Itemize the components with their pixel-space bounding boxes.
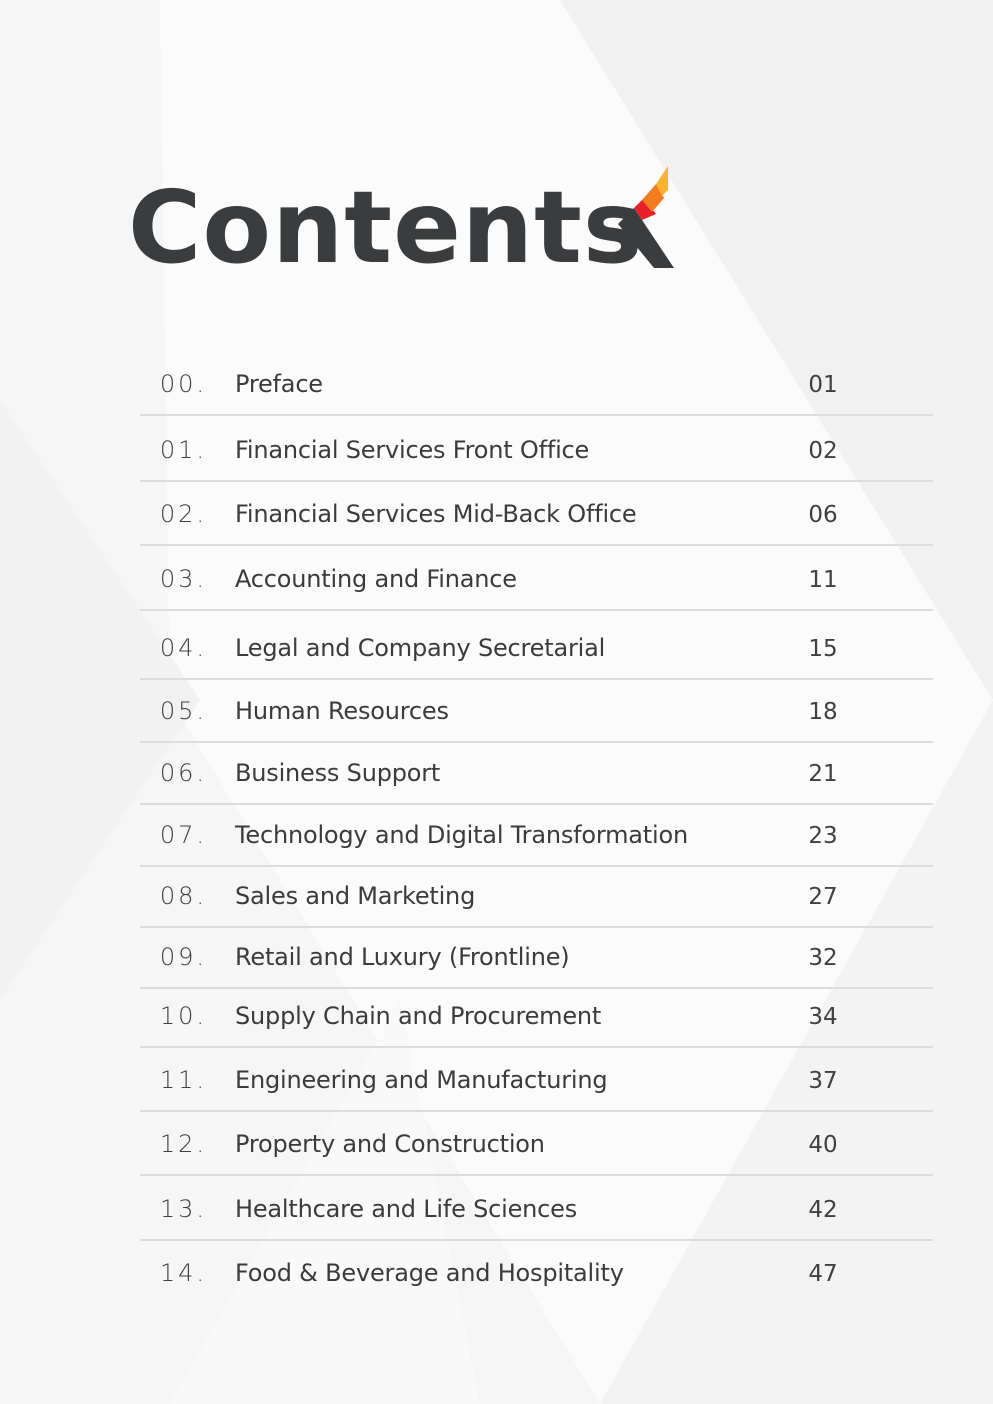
toc-entry-label[interactable]: Food & Beverage and Hospitality: [235, 1259, 624, 1287]
toc-entry-page-number-text: 32: [808, 945, 838, 971]
toc-entry-number: 01.: [159, 436, 207, 464]
toc-entry-number: 06.: [159, 759, 207, 787]
toc-entry-page-number-text: 11: [808, 567, 838, 593]
toc-entry[interactable]: 00. Preface 01: [140, 350, 933, 416]
toc-entry-label[interactable]: Legal and Company Secretarial: [235, 634, 606, 662]
chevron-flame-logo-icon: [618, 166, 674, 268]
toc-entry-number: 04.: [159, 634, 207, 662]
toc-entry-number: 00.: [159, 370, 207, 398]
toc-entry-number: 11.: [159, 1066, 207, 1094]
toc-entry-label[interactable]: Healthcare and Life Sciences: [235, 1195, 578, 1223]
page-title: Contents: [128, 169, 644, 286]
toc-entry-number: 14.: [159, 1259, 207, 1287]
toc-entry-page-number-text: 18: [808, 699, 838, 725]
toc-entry-page-number-text: 42: [808, 1197, 838, 1223]
toc-entry[interactable]: 11. Engineering and Manufacturing 37: [140, 1048, 933, 1112]
toc-entry-label[interactable]: Business Support: [235, 759, 441, 787]
toc-entry[interactable]: 14. Food & Beverage and Hospitality 47: [140, 1241, 933, 1303]
toc-entry-page-number-text: 02: [808, 438, 838, 464]
toc-entry-number: 03.: [159, 565, 207, 593]
toc-entry-page-number-text: 06: [808, 502, 838, 528]
toc-entry-label[interactable]: Property and Construction: [235, 1130, 545, 1158]
toc-entry-page-number-text: 34: [808, 1004, 838, 1030]
toc-entry-label[interactable]: Preface: [235, 370, 323, 398]
toc-entry-label[interactable]: Technology and Digital Transformation: [235, 821, 688, 849]
toc-entry-page-number-text: 27: [808, 884, 838, 910]
toc-entry-number: 05.: [159, 697, 207, 725]
toc-entry-page-number-text: 23: [808, 823, 838, 849]
toc-entry-label[interactable]: Financial Services Mid-Back Office: [235, 500, 637, 528]
table-of-contents: 00. Preface 01 01. Financial Services Front …: [140, 350, 933, 1303]
toc-entry[interactable]: 07. Technology and Digital Transformation…: [140, 805, 933, 867]
toc-entry-label[interactable]: Sales and Marketing: [235, 882, 476, 910]
toc-entry-number: 13.: [159, 1195, 207, 1223]
toc-entry-number: 09.: [159, 943, 207, 971]
toc-entry-label[interactable]: Human Resources: [235, 697, 449, 725]
toc-entry-page-number-text: 15: [808, 636, 838, 662]
toc-entry-number: 12.: [159, 1130, 207, 1158]
toc-entry[interactable]: 12. Property and Construction 40: [140, 1112, 933, 1176]
toc-entry[interactable]: 09. Retail and Luxury (Frontline) 32: [140, 928, 933, 989]
toc-entry-label[interactable]: Financial Services Front Office: [235, 436, 590, 464]
toc-entry-number: 07.: [159, 821, 207, 849]
toc-entry[interactable]: 13. Healthcare and Life Sciences 42: [140, 1176, 933, 1241]
toc-entry-page-number-text: 21: [808, 761, 838, 787]
toc-entry-number: 08.: [159, 882, 207, 910]
toc-entry-page-number-text: 40: [808, 1132, 838, 1158]
toc-entry[interactable]: 05. Human Resources 18: [140, 680, 933, 743]
toc-entry-label[interactable]: Engineering and Manufacturing: [235, 1066, 608, 1094]
toc-entry[interactable]: 04. Legal and Company Secretarial 15: [140, 611, 933, 680]
toc-entry-label[interactable]: Retail and Luxury (Frontline): [235, 943, 570, 971]
toc-entry-number: 02.: [159, 500, 207, 528]
toc-entry-page-number-text: 37: [808, 1068, 838, 1094]
toc-entry-page-number-text: 47: [808, 1261, 838, 1287]
toc-entry[interactable]: 10. Supply Chain and Procurement 34: [140, 989, 933, 1048]
toc-entry-number: 10.: [159, 1002, 207, 1030]
toc-entry-label[interactable]: Accounting and Finance: [235, 565, 517, 593]
toc-entry[interactable]: 02. Financial Services Mid-Back Office 06: [140, 482, 933, 546]
toc-entry[interactable]: 01. Financial Services Front Office 02: [140, 416, 933, 482]
toc-entry-page-number-text: 01: [808, 372, 838, 398]
toc-entry[interactable]: 06. Business Support 21: [140, 743, 933, 805]
toc-entry[interactable]: 03. Accounting and Finance 11: [140, 546, 933, 611]
toc-entry[interactable]: 08. Sales and Marketing 27: [140, 867, 933, 928]
toc-entry-label[interactable]: Supply Chain and Procurement: [235, 1002, 602, 1030]
